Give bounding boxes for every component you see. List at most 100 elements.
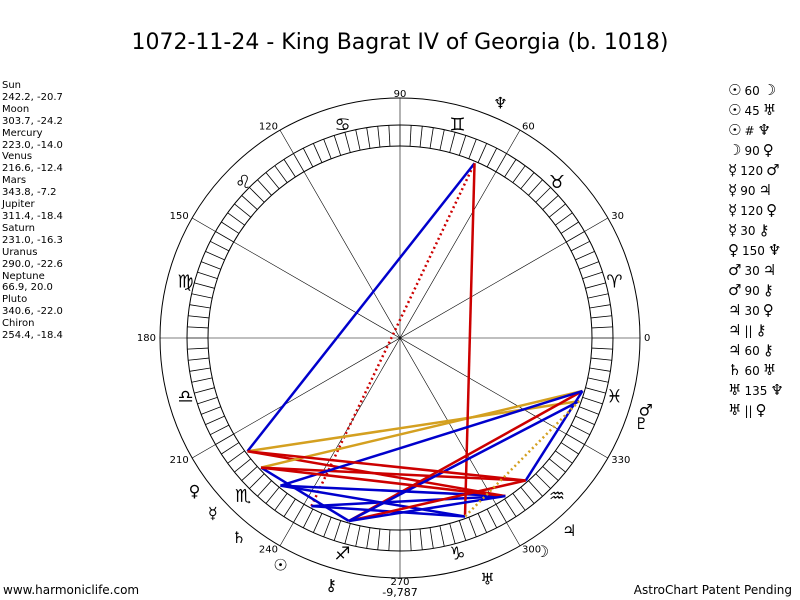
aspect-planet-glyph: ⚷ (758, 221, 770, 239)
degree-label: 60 (522, 122, 535, 133)
planet-glyph: ☽ (535, 542, 549, 561)
degree-tick (560, 221, 579, 234)
aspect-planet-glyph: ⚷ (755, 321, 767, 339)
aspect-row: ☉ 60 ☽ (728, 80, 784, 100)
degree-tick (555, 450, 573, 464)
degree-tick (589, 304, 611, 309)
degree-tick (312, 143, 323, 163)
degree-label: 300 (522, 544, 541, 555)
degree-tick (189, 304, 211, 309)
degree-tick (344, 132, 351, 153)
aspect-angle: || (744, 324, 753, 338)
aspect-planet-glyph: ⚷ (762, 281, 774, 299)
zodiac-sign-glyph: ♊ (449, 115, 465, 136)
degree-tick (504, 159, 517, 178)
zodiac-sign-glyph: ♍ (177, 272, 193, 293)
aspect-planet-glyph: ☉ (728, 121, 742, 139)
aspect-line (260, 466, 506, 498)
aspect-angle: 60 (744, 364, 760, 378)
degree-label: 90 (394, 89, 407, 100)
degree-tick (429, 127, 434, 149)
planet-coords: 231.0, -16.3 (2, 234, 63, 246)
degree-tick (582, 396, 603, 405)
planet-name: Pluto (2, 294, 28, 306)
degree-tick (486, 148, 498, 168)
degree-tick (388, 529, 391, 551)
aspect-row: ♅ || ♀ (728, 400, 784, 420)
aspect-angle: || (744, 404, 753, 418)
aspect-planet-glyph: ☿ (728, 161, 738, 179)
aspect-row: ♃ || ⚷ (728, 320, 784, 340)
aspect-planet-glyph: ♀ (728, 241, 739, 259)
aspect-angle: 30 (740, 224, 756, 238)
aspect-planet-glyph: ♀ (762, 301, 774, 319)
aspect-angle: 30 (744, 264, 760, 278)
degree-tick (377, 126, 381, 148)
degree-tick (210, 424, 230, 436)
degree-tick (512, 165, 526, 183)
degree-tick (495, 153, 507, 172)
degree-tick (589, 367, 611, 372)
aspect-line (280, 389, 583, 487)
aspect-angle: 60 (744, 84, 760, 98)
aspect-line (311, 494, 506, 508)
degree-tick (221, 221, 240, 234)
degree-tick (323, 517, 332, 537)
degree-tick (566, 433, 585, 445)
degree-tick (587, 377, 609, 383)
degree-tick (458, 520, 467, 541)
degree-tick (274, 493, 288, 511)
degree-tick (221, 442, 240, 455)
degree-tick (570, 424, 590, 436)
planet-coords: 290.0, -22.6 (2, 258, 63, 270)
planet-coords: 242.2, -20.7 (2, 91, 63, 103)
aspect-planet-glyph: ♅ (762, 361, 777, 379)
degree-tick (560, 442, 579, 455)
degree-tick (191, 377, 213, 383)
degree-tick (333, 520, 342, 541)
aspect-line (280, 484, 466, 518)
zodiac-sign-glyph: ♋ (334, 115, 350, 136)
aspect-row: ☉ 45 ♅ (728, 100, 784, 120)
aspect-row: ♀ 150 ♆ (728, 240, 784, 260)
degree-tick (590, 315, 612, 319)
division-spoke (192, 217, 608, 459)
degree-tick (439, 129, 445, 151)
aspect-planet-glyph: ♆ (757, 121, 771, 139)
degree-tick (419, 126, 423, 148)
planet-glyph: ♇ (634, 414, 648, 433)
aspect-angle: 90 (740, 184, 756, 198)
degree-tick (520, 486, 535, 504)
degree-tick (579, 406, 599, 415)
aspect-planet-glyph: ♀ (766, 201, 778, 219)
planet-name: Chiron (2, 318, 35, 330)
aspect-line (524, 390, 584, 482)
degree-tick (409, 529, 412, 551)
aspect-line (348, 494, 506, 523)
degree-tick (585, 282, 606, 289)
aspect-line (464, 400, 581, 518)
aspect-planet-glyph: ⚷ (762, 341, 774, 359)
aspect-line (310, 162, 476, 507)
degree-tick (520, 172, 535, 190)
degree-tick (293, 504, 305, 523)
degree-label: 120 (259, 122, 278, 133)
planet-glyph: ♂ (639, 400, 653, 419)
aspect-line (260, 466, 526, 482)
zodiac-sign-glyph: ♎ (177, 386, 193, 407)
aspect-row: ♂ 30 ♃ (728, 260, 784, 280)
aspect-planet-glyph: ☉ (728, 81, 742, 99)
degree-tick (542, 195, 559, 210)
planet-name: Moon (2, 103, 30, 115)
zodiac-sign-glyph: ♒ (549, 486, 565, 507)
degree-tick (187, 326, 209, 329)
planet-name: Jupiter (2, 199, 35, 211)
degree-tick (241, 195, 258, 210)
aspect-line (348, 479, 526, 523)
zodiac-sign-glyph: ♉ (549, 172, 565, 193)
planet-glyph: ☉ (273, 555, 287, 574)
degree-label: 30 (611, 211, 624, 222)
degree-tick (570, 240, 590, 252)
degree-tick (344, 523, 351, 544)
aspect-angle: 90 (744, 284, 760, 298)
